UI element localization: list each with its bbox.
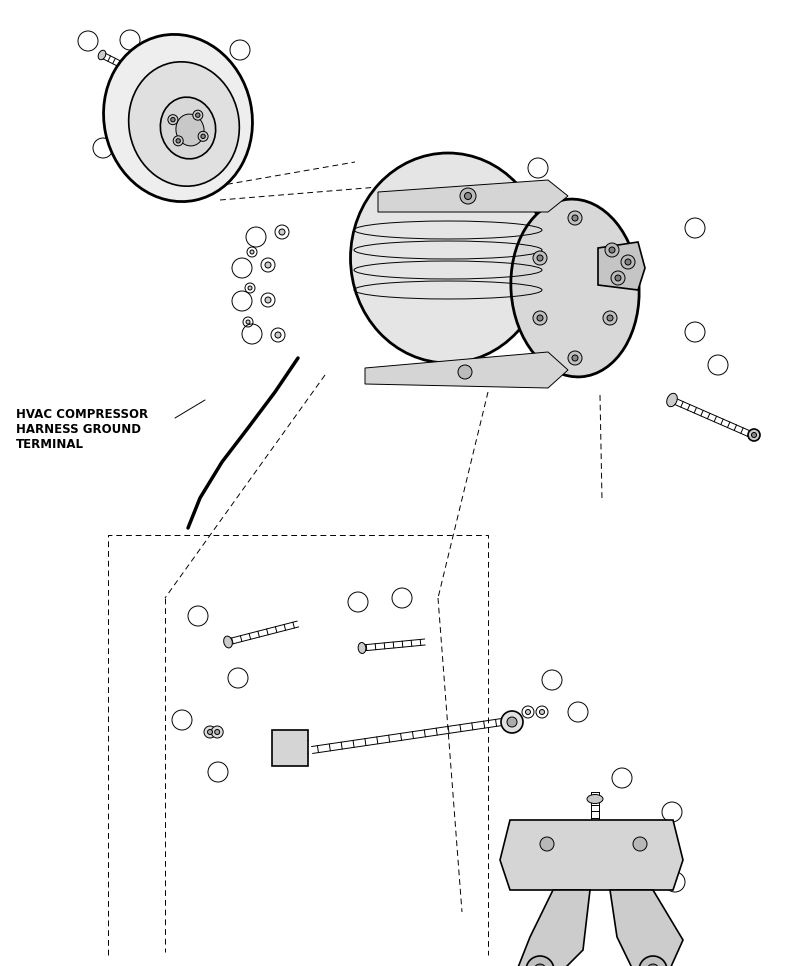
Circle shape	[193, 110, 203, 120]
Circle shape	[568, 211, 582, 225]
Circle shape	[533, 311, 547, 325]
Circle shape	[507, 717, 517, 727]
Circle shape	[246, 320, 250, 324]
Ellipse shape	[666, 393, 678, 407]
Ellipse shape	[98, 50, 106, 60]
Circle shape	[460, 188, 476, 204]
Circle shape	[625, 259, 631, 265]
Circle shape	[526, 956, 554, 966]
Circle shape	[537, 255, 543, 261]
Circle shape	[198, 131, 208, 141]
Circle shape	[173, 136, 183, 146]
Ellipse shape	[129, 62, 239, 186]
Ellipse shape	[511, 199, 639, 377]
Circle shape	[207, 729, 213, 734]
Circle shape	[265, 297, 271, 303]
Circle shape	[248, 286, 252, 290]
Circle shape	[250, 250, 254, 254]
Circle shape	[603, 311, 617, 325]
Polygon shape	[517, 890, 590, 966]
Circle shape	[748, 429, 760, 441]
Circle shape	[607, 315, 613, 321]
Ellipse shape	[587, 794, 603, 804]
Polygon shape	[598, 242, 645, 290]
Ellipse shape	[224, 636, 232, 648]
Ellipse shape	[358, 642, 366, 653]
Circle shape	[214, 729, 220, 734]
Ellipse shape	[176, 114, 204, 146]
Circle shape	[465, 192, 471, 200]
Circle shape	[607, 255, 613, 261]
Circle shape	[168, 115, 178, 125]
Circle shape	[609, 247, 615, 253]
Circle shape	[176, 139, 180, 143]
Polygon shape	[365, 352, 568, 388]
Circle shape	[540, 837, 554, 851]
Polygon shape	[610, 890, 683, 966]
Circle shape	[275, 332, 281, 338]
Circle shape	[572, 355, 578, 361]
Polygon shape	[500, 820, 683, 890]
Circle shape	[526, 709, 530, 715]
Circle shape	[265, 262, 271, 268]
Circle shape	[572, 215, 578, 221]
Circle shape	[647, 964, 659, 966]
Circle shape	[605, 243, 619, 257]
Ellipse shape	[103, 35, 253, 202]
Circle shape	[603, 251, 617, 265]
Circle shape	[621, 255, 635, 269]
Circle shape	[279, 229, 285, 235]
Circle shape	[568, 351, 582, 365]
Text: HVAC COMPRESSOR
HARNESS GROUND
TERMINAL: HVAC COMPRESSOR HARNESS GROUND TERMINAL	[16, 408, 148, 451]
Circle shape	[501, 711, 523, 733]
Circle shape	[533, 251, 547, 265]
Circle shape	[458, 365, 472, 379]
Circle shape	[615, 275, 621, 281]
Ellipse shape	[160, 98, 216, 158]
Circle shape	[196, 113, 200, 117]
Circle shape	[751, 433, 757, 438]
Circle shape	[201, 134, 206, 138]
Bar	[272, 730, 308, 766]
Circle shape	[211, 726, 223, 738]
Circle shape	[537, 315, 543, 321]
Circle shape	[639, 956, 667, 966]
Circle shape	[170, 118, 175, 122]
Circle shape	[633, 837, 647, 851]
Polygon shape	[378, 180, 568, 212]
Circle shape	[539, 709, 545, 715]
Circle shape	[534, 964, 546, 966]
Ellipse shape	[350, 153, 546, 363]
Circle shape	[611, 271, 625, 285]
Circle shape	[204, 726, 216, 738]
